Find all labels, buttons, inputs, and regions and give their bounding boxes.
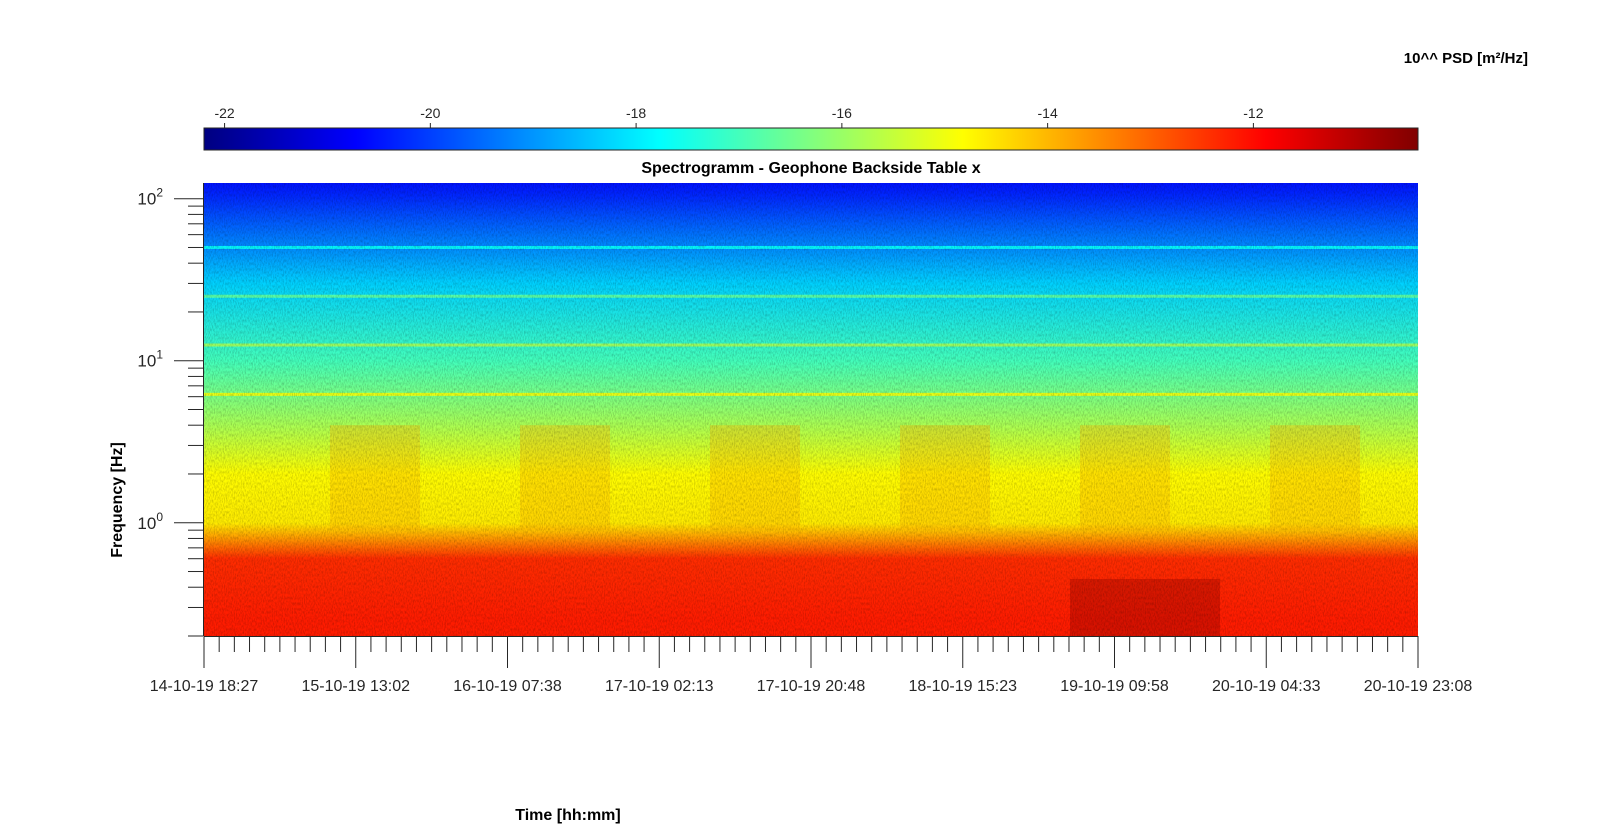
x-tick-label: 17-10-19 02:13	[605, 678, 714, 695]
colorbar-tick-label: -20	[420, 105, 440, 121]
x-tick-label: 19-10-19 09:58	[1060, 678, 1169, 695]
y-tick-label: 101	[137, 348, 163, 371]
spectrogram-noise-texture	[204, 183, 1418, 636]
x-tick-label: 20-10-19 23:08	[1364, 678, 1473, 695]
colorbar-label: 10^^ PSD [m²/Hz]	[1404, 50, 1528, 67]
chart-title: Spectrogramm - Geophone Backside Table x	[641, 160, 980, 177]
colorbar-tick-label: -12	[1243, 105, 1263, 121]
colorbar-tick-label: -14	[1038, 105, 1058, 121]
colorbar-gradient	[203, 127, 1419, 151]
plot-area	[204, 183, 1418, 636]
x-tick-label: 16-10-19 07:38	[453, 678, 562, 695]
y-tick-label: 102	[137, 186, 163, 209]
x-tick-label: 17-10-19 20:48	[757, 678, 866, 695]
colorbar-tick-label: -22	[214, 105, 234, 121]
colorbar-tick-label: -16	[832, 105, 852, 121]
x-tick-label: 18-10-19 15:23	[908, 678, 1017, 695]
y-axis-label: Frequency [Hz]	[109, 442, 126, 558]
x-tick-label: 20-10-19 04:33	[1212, 678, 1321, 695]
colorbar-tick-label: -18	[626, 105, 646, 121]
x-axis: 14-10-19 18:27 15-10-19 13:02 16-10-19 07:…	[150, 636, 1473, 695]
colorbar-ticks: -22 -20 -18 -16 -14 -12	[214, 105, 1264, 128]
x-tick-label: 14-10-19 18:27	[150, 678, 259, 695]
colorbar: -22 -20 -18 -16 -14 -12 10^^ PSD [m²/Hz]	[203, 50, 1528, 151]
y-axis: 100 101 102	[137, 183, 204, 637]
x-tick-label: 15-10-19 13:02	[301, 678, 410, 695]
y-tick-label: 100	[137, 510, 163, 533]
x-axis-label: Time [hh:mm]	[515, 807, 620, 824]
